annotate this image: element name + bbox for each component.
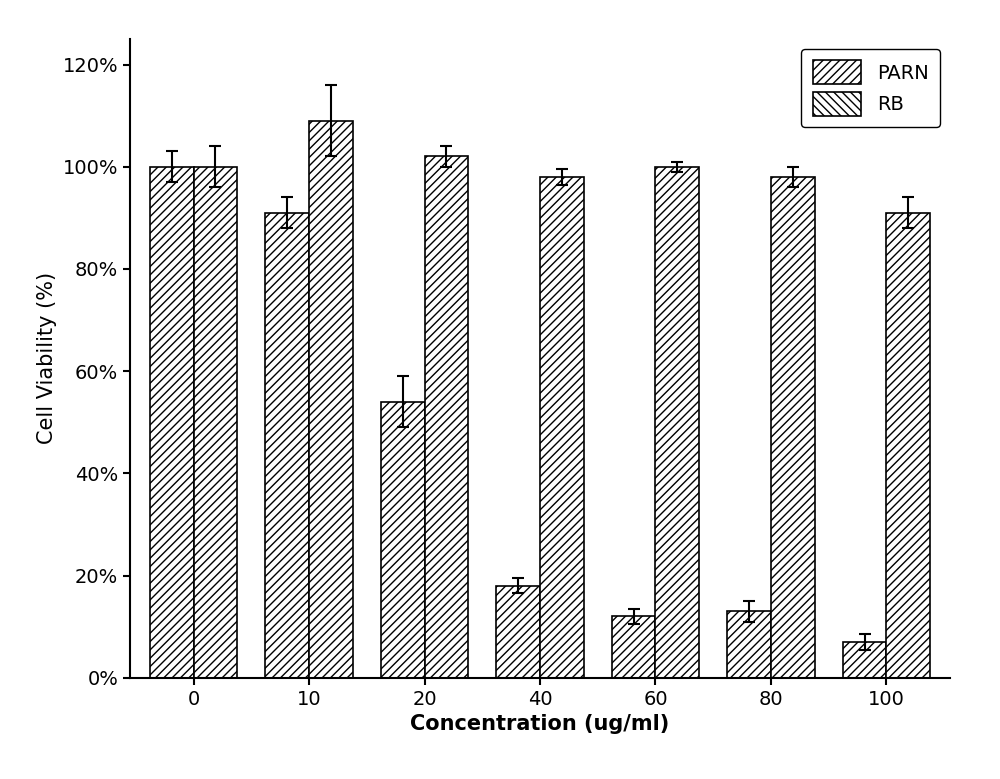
Bar — [612, 616, 655, 678]
Bar — [150, 167, 194, 678]
Bar — [194, 167, 237, 678]
Bar — [843, 642, 886, 678]
Bar — [309, 121, 353, 678]
X-axis label: Concentration (ug/ml): Concentration (ug/ml) — [410, 714, 670, 734]
Legend: PARN, RB: PARN, RB — [801, 48, 940, 127]
Bar — [540, 177, 584, 678]
Bar — [886, 213, 930, 678]
Bar — [655, 167, 699, 678]
Bar — [771, 177, 815, 678]
Bar — [381, 402, 425, 678]
Bar — [727, 612, 771, 678]
Y-axis label: Cell Viability (%): Cell Viability (%) — [37, 273, 57, 444]
Bar — [425, 157, 468, 678]
Bar — [265, 213, 309, 678]
Bar — [496, 586, 540, 678]
